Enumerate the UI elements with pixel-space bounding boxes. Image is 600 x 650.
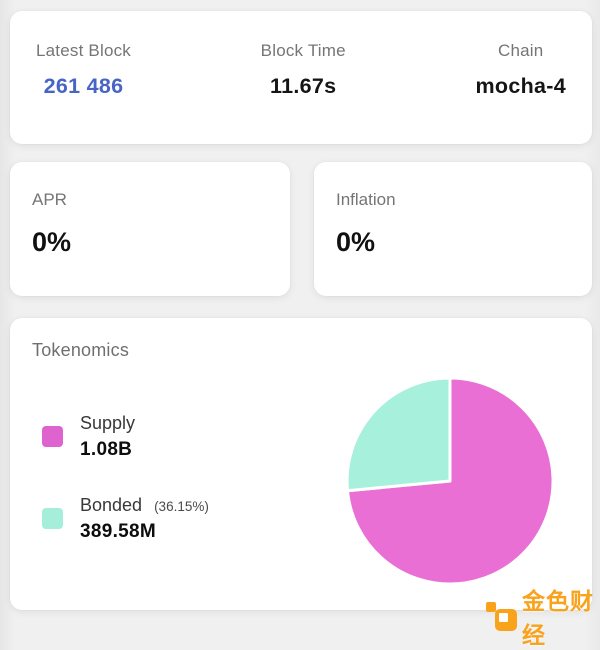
- inflation-label: Inflation: [336, 190, 396, 209]
- block-time-label: Block Time: [260, 41, 346, 60]
- tokenomics-pie-chart: [340, 371, 560, 591]
- legend-item-supply: Supply 1.08B: [40, 413, 135, 461]
- chain-value: mocha-4: [475, 74, 566, 98]
- stat-block-time: Block Time 11.67s: [261, 41, 346, 144]
- inflation-value: 0%: [336, 227, 376, 257]
- pie-svg: [345, 376, 555, 586]
- pie-slice-bonded[interactable]: [345, 376, 452, 493]
- supply-name: Supply: [80, 413, 136, 433]
- legend-item-bonded: Bonded (36.15%) 389.58M: [40, 495, 209, 543]
- tokenomics-card: Tokenomics Supply 1.08B Bonded (36.15%) …: [10, 318, 592, 610]
- latest-block-value[interactable]: 261 486: [43, 74, 124, 98]
- bonded-name: Bonded: [80, 495, 143, 515]
- inflation-card: Inflation 0%: [314, 162, 592, 296]
- stat-chain: Chain mocha-4: [475, 41, 566, 144]
- supply-value: 1.08B: [80, 439, 133, 460]
- supply-swatch: [42, 426, 63, 447]
- apr-label: APR: [32, 190, 67, 209]
- chain-label: Chain: [498, 41, 544, 60]
- apr-value: 0%: [32, 227, 72, 257]
- stat-latest-block: Latest Block 261 486: [36, 41, 131, 144]
- stats-card: Latest Block 261 486 Block Time 11.67s C…: [10, 11, 592, 144]
- jinse-logo-icon: [486, 601, 517, 631]
- tokenomics-title: Tokenomics: [32, 340, 130, 360]
- bonded-swatch: [42, 508, 63, 529]
- bonded-percent: (36.15%): [154, 499, 209, 514]
- bonded-value: 389.58M: [80, 521, 157, 542]
- latest-block-label: Latest Block: [36, 41, 132, 60]
- jinse-watermark-text: 金色财经: [522, 588, 594, 648]
- block-time-value: 11.67s: [270, 74, 337, 98]
- jinse-finance-watermark: 金色财经: [486, 582, 600, 650]
- apr-card: APR 0%: [10, 162, 290, 296]
